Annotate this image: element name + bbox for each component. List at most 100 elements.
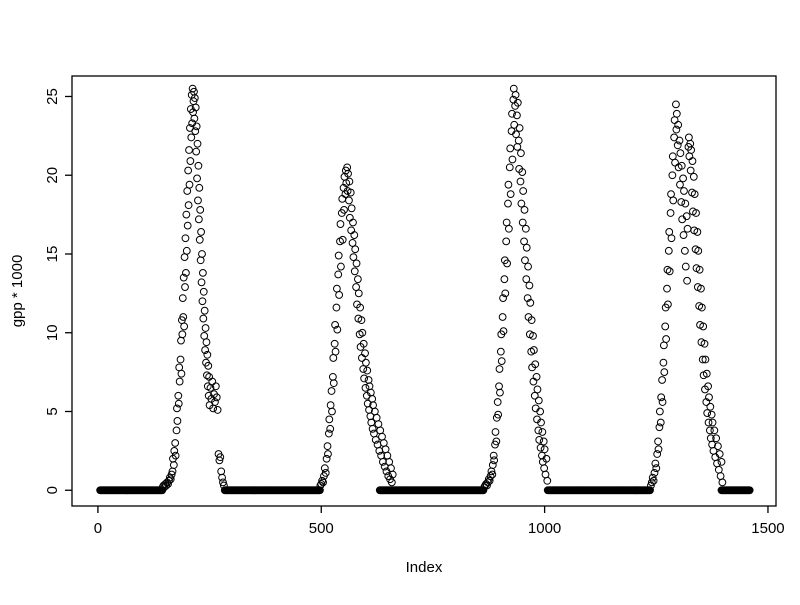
data-point bbox=[521, 224, 530, 233]
data-point bbox=[331, 347, 340, 356]
data-point bbox=[358, 328, 367, 337]
data-point bbox=[680, 246, 689, 255]
data-point bbox=[171, 451, 180, 460]
data-point bbox=[513, 142, 522, 151]
data-point bbox=[329, 354, 338, 362]
data-point bbox=[349, 218, 357, 227]
data-point bbox=[368, 394, 377, 403]
data-point bbox=[347, 204, 356, 213]
data-point bbox=[332, 303, 341, 312]
data-point bbox=[657, 393, 666, 402]
data-point bbox=[666, 209, 675, 217]
data-point bbox=[503, 259, 511, 268]
data-point bbox=[658, 376, 666, 384]
data-point bbox=[177, 336, 185, 345]
x-tick-label: 1000 bbox=[528, 520, 561, 537]
data-point bbox=[198, 250, 206, 258]
data-point bbox=[329, 379, 338, 388]
data-point bbox=[502, 218, 511, 227]
data-point bbox=[705, 426, 714, 435]
data-point bbox=[513, 98, 522, 107]
data-point bbox=[650, 469, 659, 477]
data-point bbox=[697, 303, 706, 312]
data-point bbox=[200, 331, 209, 340]
data-point bbox=[387, 478, 396, 487]
data-point bbox=[353, 275, 362, 284]
data-point bbox=[541, 470, 550, 479]
data-point bbox=[717, 457, 726, 466]
data-point bbox=[660, 368, 669, 377]
data-point bbox=[504, 199, 512, 208]
data-point bbox=[519, 187, 528, 195]
data-point bbox=[203, 350, 212, 359]
data-point bbox=[680, 187, 688, 195]
y-tick-label: 15 bbox=[44, 246, 61, 263]
data-point bbox=[184, 166, 193, 175]
data-point bbox=[335, 291, 344, 299]
data-point bbox=[337, 262, 345, 271]
data-point bbox=[517, 199, 526, 208]
data-point bbox=[534, 396, 543, 405]
data-point bbox=[521, 256, 529, 265]
data-point bbox=[504, 224, 513, 233]
data-point bbox=[704, 382, 713, 391]
data-point bbox=[191, 103, 200, 112]
data-point bbox=[538, 428, 547, 436]
data-point bbox=[352, 283, 361, 291]
data-point bbox=[219, 481, 228, 490]
data-point bbox=[388, 470, 397, 479]
data-point bbox=[332, 284, 341, 293]
data-point bbox=[689, 172, 698, 181]
data-point bbox=[326, 424, 335, 433]
data-point bbox=[534, 426, 543, 435]
y-axis-label: gpp * 1000 bbox=[9, 255, 26, 328]
data-point bbox=[195, 183, 204, 192]
data-point bbox=[520, 205, 529, 214]
data-point bbox=[371, 435, 380, 444]
plot-border bbox=[71, 75, 777, 507]
data-point bbox=[698, 355, 707, 364]
data-point bbox=[321, 469, 330, 477]
data-point bbox=[194, 196, 202, 205]
data-point bbox=[330, 339, 339, 348]
data-point bbox=[693, 228, 702, 236]
data-point bbox=[324, 450, 332, 458]
data-point bbox=[669, 196, 678, 205]
data-point bbox=[372, 413, 381, 422]
data-point bbox=[185, 146, 193, 154]
data-point bbox=[379, 439, 388, 447]
data-point bbox=[512, 130, 520, 139]
data-point bbox=[646, 486, 654, 495]
data-point bbox=[492, 437, 501, 446]
data-point bbox=[162, 481, 171, 490]
data-point bbox=[167, 470, 176, 479]
data-point bbox=[539, 437, 548, 446]
data-point bbox=[345, 196, 353, 205]
data-point bbox=[322, 454, 331, 463]
data-point bbox=[677, 161, 686, 170]
data-point bbox=[208, 377, 217, 386]
data-point bbox=[694, 246, 703, 255]
data-point bbox=[363, 366, 372, 375]
data-point bbox=[716, 472, 725, 480]
data-point bbox=[180, 253, 189, 262]
data-point bbox=[681, 199, 690, 208]
data-point bbox=[358, 354, 366, 362]
y-tick-label: 10 bbox=[44, 324, 61, 341]
data-point bbox=[499, 294, 507, 302]
data-point bbox=[197, 228, 205, 236]
data-point bbox=[338, 194, 347, 203]
data-point bbox=[361, 349, 369, 358]
data-point bbox=[203, 371, 211, 380]
data-point bbox=[178, 294, 187, 302]
data-point bbox=[320, 464, 329, 473]
data-point bbox=[359, 365, 368, 373]
data-point bbox=[166, 475, 175, 484]
data-point bbox=[676, 149, 685, 158]
data-point bbox=[529, 346, 538, 354]
data-point bbox=[187, 133, 196, 142]
data-point bbox=[381, 445, 390, 454]
data-point bbox=[672, 125, 681, 134]
